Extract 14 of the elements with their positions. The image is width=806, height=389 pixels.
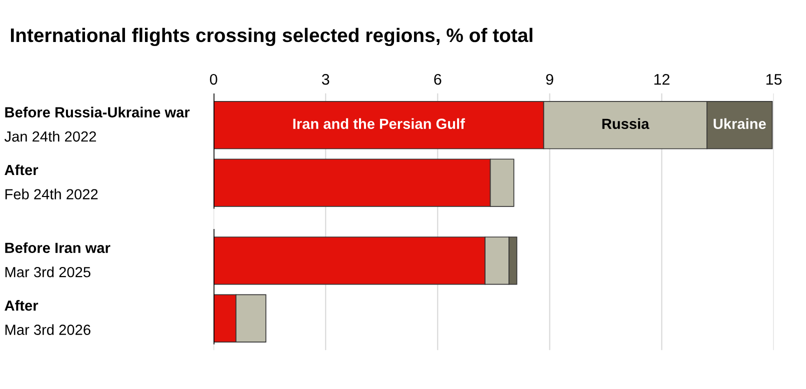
series-label: Ukraine xyxy=(714,118,766,130)
x-tick-label: 15 xyxy=(766,74,782,85)
x-tick-label: 3 xyxy=(322,74,330,85)
x-tick-label: 12 xyxy=(654,74,670,85)
series-label: Iran and the Persian Gulf xyxy=(293,118,465,130)
chart-title: International flights crossing selected regions, % of total xyxy=(10,28,532,46)
series-label: Russia xyxy=(602,118,650,130)
x-tick-label: 9 xyxy=(546,74,554,85)
y-tick-label: After Feb 24th 2022 xyxy=(4,164,98,200)
y-tick-label: Before Russia-Ukraine war Jan 24th 2022 xyxy=(4,106,190,142)
x-tick-label: 0 xyxy=(210,74,218,85)
x-tick-label: 6 xyxy=(434,74,442,85)
y-tick-label: After Mar 3rd 2026 xyxy=(4,300,90,335)
y-tick-label: Before Iran war Mar 3rd 2025 xyxy=(5,242,110,278)
